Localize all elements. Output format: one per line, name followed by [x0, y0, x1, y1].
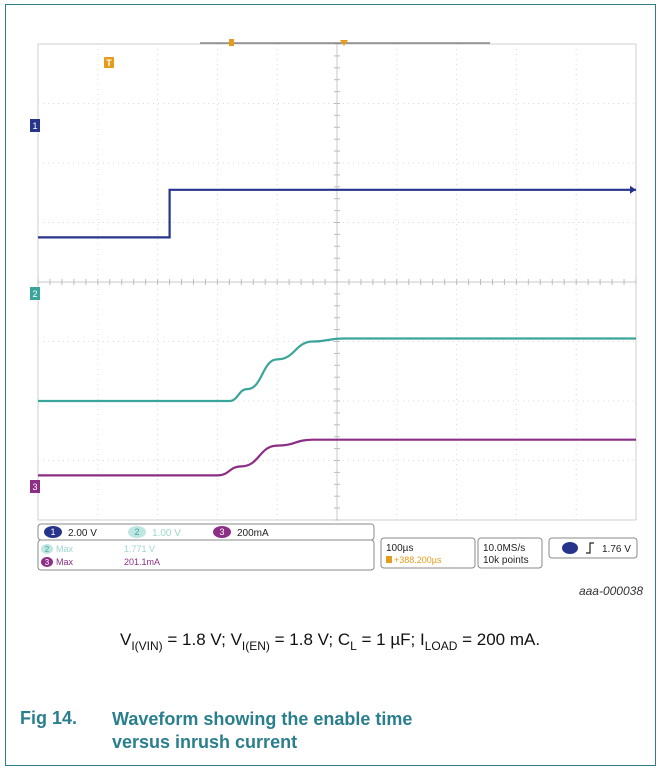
trigger-source-badge [562, 542, 578, 554]
ch2-marker-label: 2 [32, 289, 37, 299]
trace-ch3 [38, 438, 636, 477]
trace-ch2 [38, 337, 636, 403]
meas1-value: 1.771 V [124, 544, 155, 554]
iload-value: = 200 mA. [457, 630, 541, 649]
ch1-badge [44, 526, 62, 538]
vin-value: = 1.8 V; [162, 630, 231, 649]
ch2-badge-label: 2 [134, 527, 139, 537]
traces [38, 185, 636, 477]
delay-marker [229, 39, 234, 46]
cl-value: = 1 µF; [356, 630, 420, 649]
figure-reference: aaa-000038 [578, 584, 643, 598]
meas2-label: Max [56, 557, 74, 567]
meas2-value: 201.1mA [124, 557, 160, 567]
figure-title: Waveform showing the enable time versus … [112, 709, 413, 752]
oscilloscope-screenshot: T 1 2 3 1 2.00 V 2 1.00 V 3 200mA 2 Max … [30, 39, 638, 571]
trigger-marker-icon [104, 57, 114, 68]
ch1-marker: 1 [30, 119, 40, 132]
timebase-box [380, 537, 476, 569]
acquisition-box [477, 537, 543, 569]
ch3-marker: 3 [30, 480, 40, 493]
trace-ch1 [38, 188, 636, 239]
ch2-badge [128, 526, 146, 538]
trigger-marker-label: T [106, 58, 112, 68]
meas1-badge-label: 2 [45, 545, 50, 554]
ch2-scale: 1.00 V [152, 528, 181, 539]
figure-number: Fig 14. [20, 708, 78, 728]
expansion-marker [340, 40, 348, 46]
ch1-scale: 2.00 V [68, 528, 97, 539]
iload-subscript: LOAD [424, 639, 458, 653]
meas1-badge [41, 544, 53, 554]
meas1-label: Max [56, 544, 74, 554]
ch1-marker-label: 1 [32, 121, 37, 131]
trigger-level: 1.76 V [602, 544, 631, 555]
vin-subscript: I(VIN) [131, 639, 163, 653]
trace-ch1-arrow [630, 185, 636, 194]
sample-rate: 10.0MS/s [483, 543, 525, 554]
ch3-badge [213, 526, 231, 538]
ch3-badge-label: 3 [219, 527, 224, 537]
meas2-badge [41, 557, 53, 567]
ch3-scale: 200mA [237, 528, 269, 539]
en-subscript: I(EN) [241, 639, 270, 653]
cl-subscript: L [350, 639, 357, 653]
test-conditions: VI(VIN) = 1.8 V; VI(EN) = 1.8 V; CL = 1 … [120, 630, 541, 653]
rising-edge-icon [586, 542, 594, 554]
ch3-marker-label: 3 [32, 482, 37, 492]
delay-icon [386, 556, 392, 563]
timebase-value: 100µs [386, 543, 413, 554]
figure-frame [5, 4, 656, 766]
record-length: 10k points [483, 555, 529, 566]
ch1-badge-label: 1 [50, 527, 55, 537]
ch2-marker: 2 [30, 287, 40, 300]
meas2-badge-label: 3 [45, 558, 50, 567]
delay-value: +388.200µs [394, 555, 442, 565]
en-value: = 1.8 V; [269, 630, 338, 649]
measurement-box [37, 539, 375, 571]
